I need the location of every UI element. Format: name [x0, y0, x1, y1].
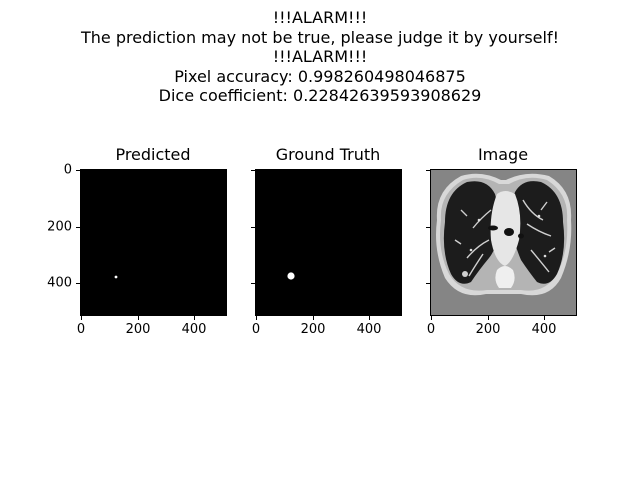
ct-scan-image — [430, 169, 577, 316]
x-tick-mark — [544, 316, 545, 320]
x-tick-mark — [81, 316, 82, 320]
figure-suptitle: !!!ALARM!!! The prediction may not be tr… — [0, 8, 640, 106]
predicted-spot — [114, 275, 118, 279]
x-tick-mark — [431, 316, 432, 320]
y-tick-label: 0 — [63, 162, 72, 178]
y-tick-mark — [251, 227, 255, 228]
dice-coefficient-readout: Dice coefficient: 0.22842639593908629 — [158, 86, 482, 106]
x-tick-mark — [256, 316, 257, 320]
x-tick-label: 0 — [76, 322, 86, 337]
x-tick-mark — [138, 316, 139, 320]
alarm-line-bottom: !!!ALARM!!! — [272, 47, 368, 67]
x-tick-label: 200 — [475, 322, 501, 337]
x-tick-label: 400 — [356, 322, 382, 337]
panel-title-image: Image — [477, 145, 529, 164]
y-tick-mark — [426, 283, 430, 284]
panel-title-ground-truth: Ground Truth — [275, 145, 381, 164]
y-tick-mark — [76, 170, 80, 171]
y-tick-mark — [76, 283, 80, 284]
panel-title-predicted: Predicted — [115, 145, 191, 164]
x-tick-mark — [488, 316, 489, 320]
ground-truth-mask-image — [255, 169, 402, 316]
y-tick-label: 400 — [47, 275, 72, 291]
x-tick-label: 0 — [251, 322, 261, 337]
x-tick-label: 400 — [181, 322, 207, 337]
y-tick-label: 200 — [47, 219, 72, 235]
y-tick-mark — [76, 227, 80, 228]
y-tick-mark — [426, 170, 430, 171]
x-tick-mark — [313, 316, 314, 320]
warning-message: The prediction may not be true, please j… — [80, 27, 560, 47]
y-tick-mark — [251, 170, 255, 171]
x-tick-label: 0 — [426, 322, 436, 337]
ground-truth-spot — [287, 272, 295, 280]
x-tick-mark — [369, 316, 370, 320]
alarm-line-top: !!!ALARM!!! — [272, 8, 368, 27]
predicted-mask-image — [80, 169, 227, 316]
x-tick-label: 400 — [531, 322, 557, 337]
x-tick-label: 200 — [125, 322, 151, 337]
pixel-accuracy-readout: Pixel accuracy: 0.998260498046875 — [174, 66, 466, 86]
y-tick-mark — [251, 283, 255, 284]
y-tick-mark — [426, 227, 430, 228]
x-tick-label: 200 — [300, 322, 326, 337]
x-tick-mark — [194, 316, 195, 320]
